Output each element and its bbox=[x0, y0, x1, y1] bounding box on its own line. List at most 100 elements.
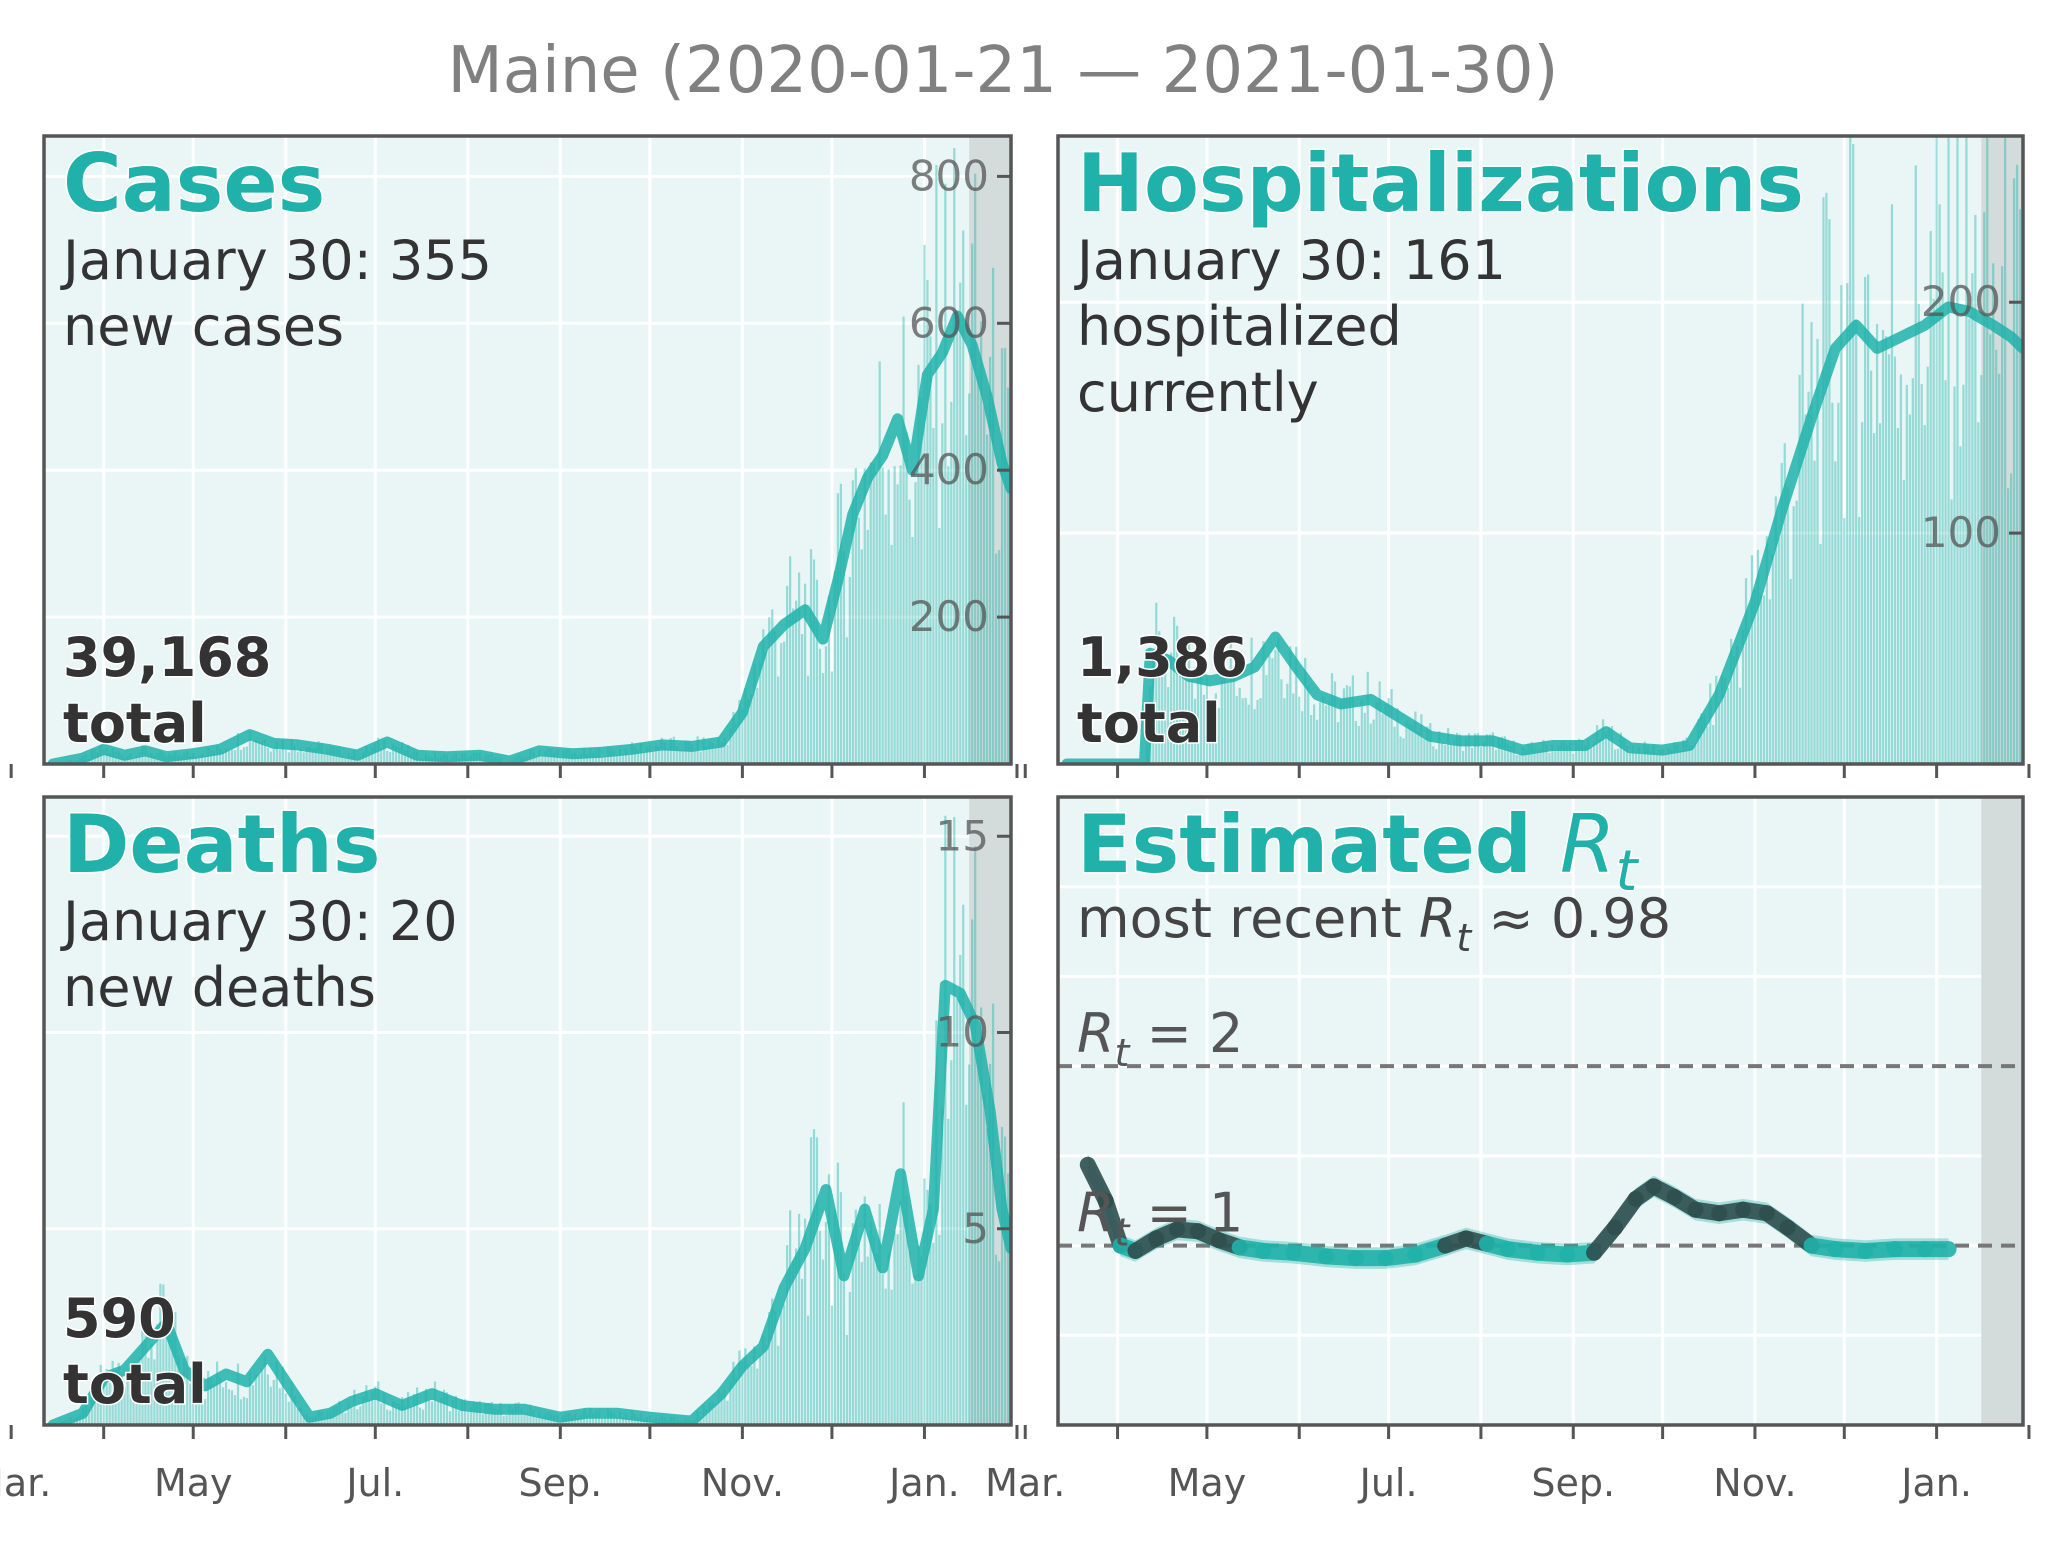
daily-bar bbox=[1920, 383, 1923, 764]
daily-bar bbox=[484, 1404, 487, 1425]
daily-bar bbox=[269, 751, 272, 764]
daily-bar bbox=[1384, 703, 1387, 764]
daily-bar bbox=[1581, 739, 1584, 764]
daily-bar bbox=[726, 1400, 729, 1425]
daily-bar bbox=[296, 751, 299, 764]
y-tick-label: 400 bbox=[909, 445, 989, 494]
daily-bar bbox=[201, 1390, 204, 1425]
daily-bar bbox=[839, 483, 842, 764]
daily-bar bbox=[794, 600, 798, 764]
daily-bar bbox=[947, 466, 950, 764]
daily-bar bbox=[923, 244, 926, 764]
panel-total-line: 1,386 bbox=[1077, 626, 1248, 689]
daily-bar bbox=[377, 1381, 380, 1425]
panel-total-line: total bbox=[1077, 692, 1221, 755]
daily-bar bbox=[592, 1413, 595, 1425]
daily-bar bbox=[415, 1387, 419, 1425]
y-tick-label: 800 bbox=[909, 151, 989, 200]
daily-bar bbox=[123, 1387, 126, 1425]
daily-bar bbox=[177, 1355, 180, 1425]
daily-bar bbox=[1804, 414, 1807, 764]
daily-bar bbox=[341, 1412, 344, 1425]
daily-bar bbox=[827, 595, 831, 764]
panel-background bbox=[44, 797, 1011, 1425]
daily-bar bbox=[738, 699, 741, 764]
daily-bar bbox=[1691, 744, 1694, 764]
daily-bar bbox=[1855, 319, 1858, 764]
daily-bar bbox=[1006, 387, 1010, 764]
daily-bar bbox=[99, 1364, 102, 1425]
daily-bar bbox=[642, 752, 646, 764]
daily-bar bbox=[392, 1400, 395, 1425]
daily-bar bbox=[481, 1414, 484, 1425]
daily-bar bbox=[1447, 728, 1450, 764]
daily-bar bbox=[806, 675, 810, 764]
daily-bar bbox=[1780, 463, 1783, 764]
x-tick-label: Jul. bbox=[1358, 1461, 1418, 1505]
daily-bar bbox=[263, 1356, 266, 1425]
daily-bar bbox=[398, 747, 401, 764]
daily-bar bbox=[624, 748, 628, 764]
daily-bar bbox=[753, 663, 756, 764]
panel-subtitle-line: January 30: 355 bbox=[60, 229, 492, 292]
daily-bar bbox=[541, 754, 544, 764]
daily-bar bbox=[1592, 741, 1596, 764]
daily-bar bbox=[442, 1389, 446, 1425]
daily-bar bbox=[1509, 746, 1512, 764]
daily-bar bbox=[1923, 425, 1926, 764]
daily-bar bbox=[1721, 675, 1724, 764]
daily-bar bbox=[786, 1245, 789, 1425]
daily-bar bbox=[230, 1390, 234, 1425]
daily-bar bbox=[1161, 676, 1164, 764]
daily-bar bbox=[1417, 731, 1420, 764]
daily-bar bbox=[1667, 748, 1670, 764]
daily-bar bbox=[1429, 723, 1432, 764]
daily-bar bbox=[2009, 473, 2013, 764]
daily-bar bbox=[1506, 743, 1509, 764]
daily-bar bbox=[511, 1408, 514, 1425]
daily-bar bbox=[1223, 671, 1226, 764]
daily-bar bbox=[1774, 496, 1777, 764]
daily-bar bbox=[1753, 589, 1757, 764]
daily-bar bbox=[929, 1204, 932, 1425]
daily-bar bbox=[1199, 652, 1203, 764]
daily-bar bbox=[1229, 643, 1232, 764]
daily-bar bbox=[577, 1417, 580, 1425]
daily-bar bbox=[96, 1389, 99, 1425]
daily-bar bbox=[102, 749, 105, 764]
daily-bar bbox=[1173, 616, 1176, 764]
daily-bar bbox=[218, 1377, 222, 1425]
daily-bar bbox=[1438, 731, 1441, 764]
daily-bar bbox=[1196, 660, 1200, 764]
panel-subtitle-line: currently bbox=[1077, 361, 1319, 424]
daily-bar bbox=[872, 1235, 875, 1425]
daily-bar bbox=[1158, 631, 1161, 764]
daily-bar bbox=[287, 1401, 290, 1425]
daily-bar bbox=[314, 748, 317, 764]
daily-bar bbox=[759, 662, 762, 764]
daily-bar bbox=[1992, 263, 1995, 764]
daily-bar bbox=[902, 1102, 905, 1425]
daily-bar bbox=[1226, 683, 1229, 764]
daily-bar bbox=[648, 744, 651, 764]
daily-bar bbox=[962, 230, 965, 764]
daily-bar bbox=[520, 1408, 523, 1425]
daily-bar bbox=[896, 1234, 899, 1425]
daily-bar bbox=[884, 1288, 887, 1425]
daily-bar bbox=[1938, 204, 1941, 764]
daily-bar bbox=[732, 1361, 735, 1425]
daily-bar bbox=[615, 755, 619, 764]
daily-bar bbox=[1155, 602, 1158, 764]
daily-bar bbox=[950, 401, 953, 764]
panel-heading: Hospitalizations bbox=[1077, 137, 1804, 230]
daily-bar bbox=[1271, 658, 1274, 764]
daily-bar bbox=[797, 572, 801, 764]
daily-bar bbox=[1902, 479, 1905, 764]
daily-bar bbox=[395, 1403, 398, 1425]
daily-bar bbox=[911, 1283, 914, 1425]
daily-bar bbox=[1444, 744, 1447, 764]
daily-bar bbox=[986, 434, 989, 764]
daily-bar bbox=[893, 1231, 896, 1425]
daily-bar bbox=[932, 1242, 935, 1425]
daily-bar bbox=[818, 648, 822, 764]
